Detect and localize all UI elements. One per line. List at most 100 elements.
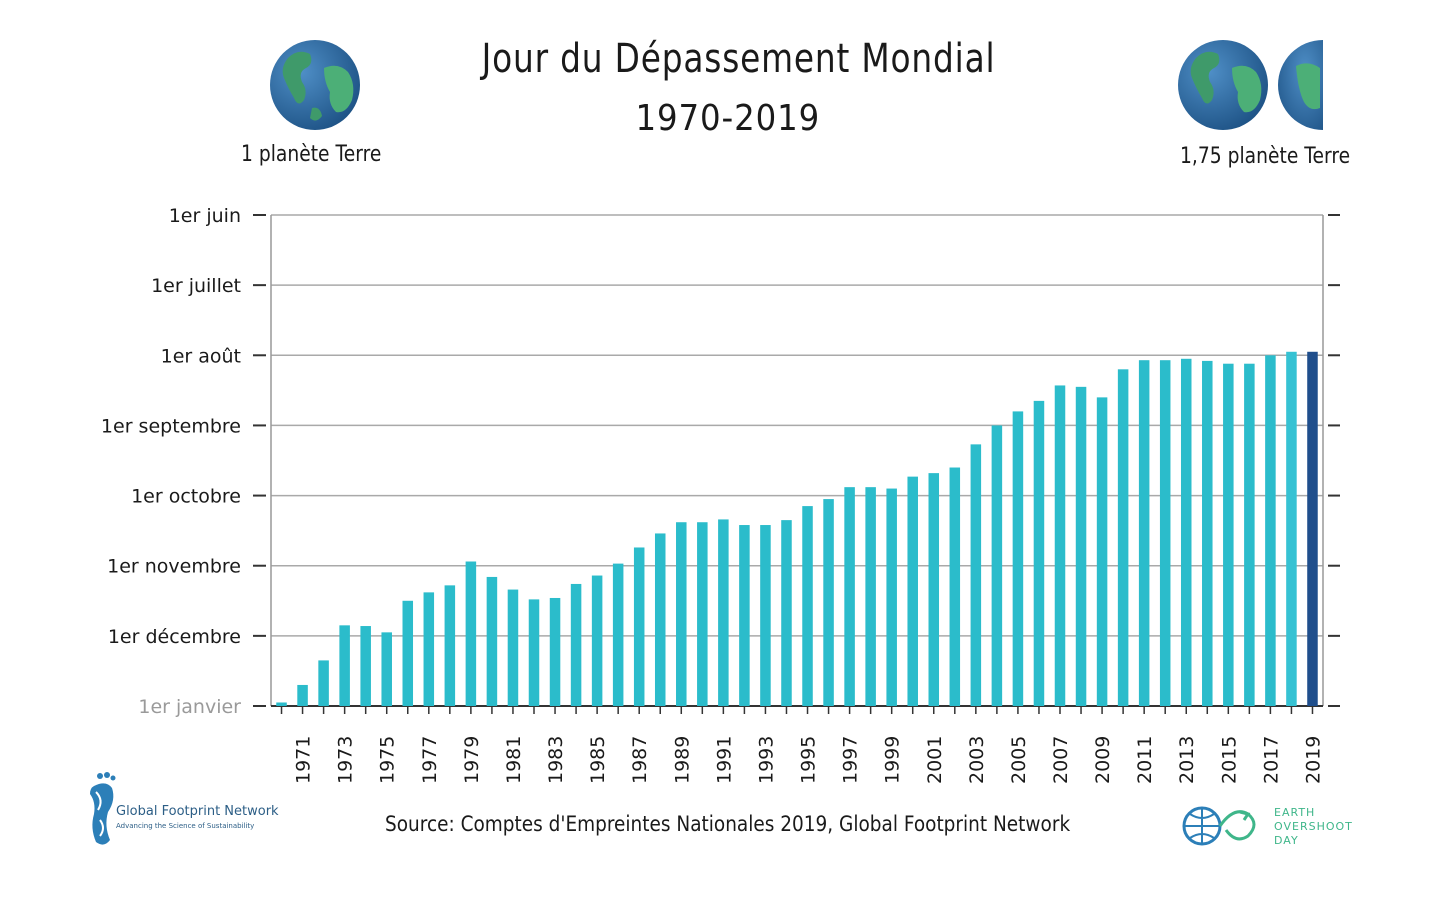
globe-icon (270, 40, 360, 130)
earth-overshoot-day-logo: EARTH OVERSHOOT DAY (1178, 800, 1378, 850)
x-tick-label: 1993 (755, 736, 777, 784)
bar-1978 (444, 585, 456, 706)
x-tick-label: 1989 (671, 736, 693, 784)
bar-1985 (591, 575, 603, 706)
bar-1979 (465, 561, 477, 706)
x-tick-label: 1981 (503, 736, 525, 784)
bar-2012 (1159, 360, 1171, 706)
x-tick-label: 1977 (419, 736, 441, 784)
globe-icon (1178, 40, 1268, 130)
bar-1970 (276, 702, 287, 706)
x-tick-label: 2015 (1218, 736, 1240, 784)
bar-1971 (297, 684, 308, 706)
bar-1977 (423, 592, 435, 706)
x-tick-label: 2013 (1176, 736, 1198, 784)
x-tick-label: 1971 (293, 736, 315, 784)
x-tick-label: 1973 (335, 736, 357, 784)
y-tick-label: 1er décembre (108, 626, 241, 648)
bar-1994 (781, 520, 792, 706)
bar-2019 (1307, 351, 1318, 706)
earth-loop-icon (1182, 806, 1256, 846)
bar-2001 (928, 473, 940, 706)
one-planet-label: 1 planète Terre (241, 142, 382, 167)
bar-1986 (612, 563, 624, 706)
y-tick-label: 1er août (161, 345, 241, 367)
partial-globe-icon (1278, 40, 1323, 130)
gfn-logo: Global Footprint Network Advancing the S… (86, 770, 286, 850)
bar-1980 (486, 576, 498, 706)
bar-1975 (381, 632, 392, 706)
y-tick-label: 1er novembre (107, 556, 241, 578)
eod-line3: DAY (1274, 834, 1299, 847)
bar-2004 (991, 425, 1003, 706)
y-tick-label: 1er septembre (101, 415, 241, 437)
bar-1990 (697, 522, 708, 706)
bar-1991 (718, 519, 729, 706)
bar-2000 (907, 476, 918, 706)
bar-1992 (739, 525, 750, 706)
bar-1989 (676, 522, 687, 706)
bar-1987 (633, 547, 645, 706)
eod-line1: EARTH (1274, 806, 1316, 819)
x-tick-label: 1995 (798, 736, 820, 784)
bar-1997 (844, 487, 855, 706)
bar-1983 (549, 597, 561, 706)
bar-1974 (360, 626, 371, 706)
bar-2006 (1033, 400, 1045, 706)
x-tick-label: 1983 (545, 736, 567, 784)
bar-1972 (318, 660, 329, 706)
chart-title: Jour du Dépassement Mondial (481, 36, 996, 82)
bar-2016 (1244, 363, 1255, 706)
bar-1973 (339, 625, 350, 706)
bar-1976 (402, 600, 414, 706)
x-tick-label: 1987 (629, 736, 651, 784)
footprint-icon (90, 772, 116, 845)
bar-2008 (1075, 386, 1087, 706)
x-tick-label: 2003 (966, 736, 988, 784)
bar-1995 (802, 506, 813, 706)
x-tick-label: 2019 (1302, 736, 1324, 784)
bar-1998 (865, 487, 876, 706)
bar-2017 (1265, 355, 1276, 706)
y-tick-label: 1er juin (169, 205, 241, 227)
x-tick-label: 1979 (461, 736, 483, 784)
bar-1984 (570, 583, 582, 706)
x-tick-label: 2009 (1092, 736, 1114, 784)
x-tick-label: 2011 (1134, 736, 1156, 784)
eod-text: EARTH OVERSHOOT DAY (1274, 806, 1353, 848)
gfn-name: Global Footprint Network (116, 804, 279, 819)
y-tick-label: 1er octobre (131, 486, 241, 508)
bar-2010 (1117, 369, 1129, 706)
eod-line2: OVERSHOOT (1274, 820, 1353, 833)
bar-2007 (1054, 385, 1066, 706)
bar-2015 (1223, 363, 1234, 706)
x-tick-label: 1991 (713, 736, 735, 784)
x-tick-label: 1999 (882, 736, 904, 784)
bar-1988 (654, 533, 666, 706)
planets-175-label: 1,75 planète Terre (1179, 144, 1350, 169)
chart-subtitle: 1970-2019 (635, 98, 821, 139)
bar-2014 (1202, 360, 1213, 706)
x-tick-label: 1997 (840, 736, 862, 784)
bar-1981 (507, 589, 519, 706)
bar-1996 (823, 499, 834, 706)
source-note: Source: Comptes d'Empreintes Nationales … (385, 812, 1071, 836)
bar-1999 (886, 488, 897, 706)
x-tick-label: 2007 (1050, 736, 1072, 784)
bar-2002 (949, 467, 961, 706)
x-tick-label: 2001 (924, 736, 946, 784)
bar-2003 (970, 444, 982, 706)
bar-2013 (1180, 358, 1192, 706)
bar-2011 (1138, 360, 1150, 706)
bar-2009 (1096, 397, 1108, 706)
x-tick-label: 1985 (587, 736, 609, 784)
bar-1993 (760, 525, 771, 706)
bar-2018 (1286, 351, 1297, 706)
x-tick-label: 2017 (1260, 736, 1282, 784)
y-tick-label: 1er janvier (138, 696, 241, 718)
x-tick-label: 2005 (1008, 736, 1030, 784)
gfn-tagline: Advancing the Science of Sustainability (116, 822, 255, 830)
bar-1982 (528, 599, 540, 706)
bar-2005 (1012, 411, 1024, 706)
